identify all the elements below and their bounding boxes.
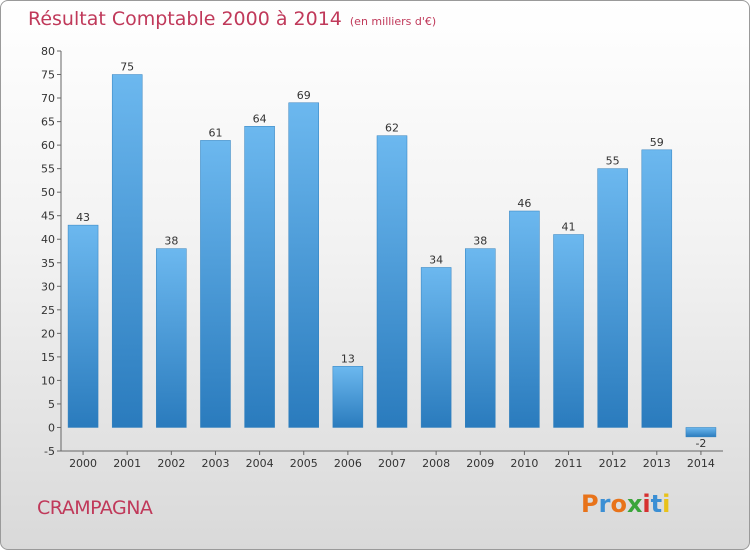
bar (288, 102, 319, 428)
bar (685, 427, 717, 438)
bar-value-label: 38 (164, 235, 178, 248)
x-tick-label: 2000 (69, 457, 97, 470)
bar (420, 267, 452, 428)
bar-value-label: 69 (297, 89, 311, 102)
bar-value-label: 43 (76, 211, 90, 224)
y-tick-label: 30 (41, 280, 55, 293)
logo-letter: o (610, 490, 627, 518)
bar (376, 135, 408, 428)
commune-name: CRAMPAGNA (37, 497, 153, 519)
bar-value-label: 59 (650, 136, 664, 149)
logo-letter: r (598, 490, 611, 518)
x-tick-label: 2002 (157, 457, 185, 470)
x-tick-label: 2011 (555, 457, 583, 470)
y-tick-label: 60 (41, 139, 55, 152)
x-tick-label: 2008 (422, 457, 450, 470)
bar-value-label: -2 (695, 437, 706, 450)
bar (244, 126, 275, 428)
logo-letter: x (626, 490, 643, 518)
x-tick-label: 2001 (113, 457, 141, 470)
y-tick-label: 0 (48, 421, 55, 434)
bar-value-label: 75 (120, 61, 134, 74)
bar-value-label: 13 (341, 352, 355, 365)
y-tick-label: 75 (41, 69, 55, 82)
bar (553, 234, 584, 428)
bar-value-label: 41 (562, 221, 576, 234)
logo-letter: P (581, 490, 599, 518)
x-tick-label: 2004 (246, 457, 274, 470)
bar-value-label: 46 (517, 197, 531, 210)
logo-letter: t (650, 490, 663, 518)
x-tick-label: 2014 (687, 457, 715, 470)
y-tick-label: 65 (41, 116, 55, 129)
y-tick-label: 45 (41, 210, 55, 223)
x-tick-label: 2003 (201, 457, 229, 470)
bar (332, 366, 364, 428)
bar (597, 168, 628, 428)
bar (156, 248, 187, 428)
chart-subtitle: (en milliers d'€) (349, 15, 437, 28)
bar (509, 210, 540, 428)
logo-letter: i (642, 490, 651, 518)
bar-value-label: 61 (208, 126, 222, 139)
bar (465, 248, 496, 428)
chart-title-text: Résultat Comptable 2000 à 2014 (28, 8, 342, 30)
y-tick-label: 5 (48, 398, 55, 411)
logo-letter: i (662, 490, 671, 518)
bar-value-label: 64 (253, 112, 267, 125)
y-tick-label: 80 (41, 45, 55, 58)
bar (111, 74, 143, 428)
y-tick-label: 40 (41, 233, 55, 246)
x-tick-label: 2009 (466, 457, 494, 470)
x-tick-label: 2013 (643, 457, 671, 470)
x-tick-label: 2007 (378, 457, 406, 470)
x-tick-label: 2006 (334, 457, 362, 470)
y-tick-label: 55 (41, 163, 55, 176)
bar (200, 140, 231, 428)
bar-value-label: 38 (473, 235, 487, 248)
y-tick-label: -5 (44, 445, 55, 458)
bar-value-label: 62 (385, 122, 399, 135)
bar-value-label: 55 (606, 155, 620, 168)
y-tick-label: 20 (41, 327, 55, 340)
y-tick-label: 70 (41, 92, 55, 105)
x-tick-label: 2005 (290, 457, 318, 470)
chart-title: Résultat Comptable 2000 à 2014 (en millie… (28, 8, 436, 30)
bar (67, 224, 99, 428)
y-tick-label: 15 (41, 351, 55, 364)
bar (641, 149, 673, 428)
x-tick-label: 2012 (599, 457, 627, 470)
x-tick-label: 2010 (510, 457, 538, 470)
y-tick-label: 10 (41, 374, 55, 387)
bar-value-label: 34 (429, 253, 443, 266)
proxiti-logo[interactable]: Proxiti (581, 490, 670, 518)
y-tick-label: 50 (41, 186, 55, 199)
y-tick-label: 25 (41, 304, 55, 317)
y-tick-label: 35 (41, 257, 55, 270)
